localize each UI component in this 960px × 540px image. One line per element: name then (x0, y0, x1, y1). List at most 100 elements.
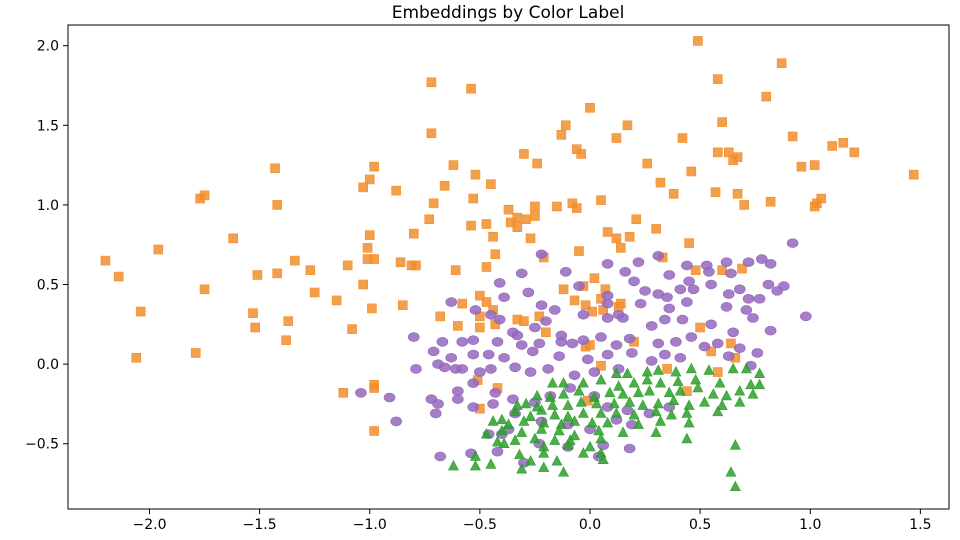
data-point (509, 405, 521, 417)
data-point (610, 407, 622, 418)
data-point (467, 349, 480, 360)
data-point (651, 223, 661, 234)
data-point (650, 405, 662, 417)
data-point (670, 337, 682, 347)
data-point (467, 335, 480, 346)
data-point (538, 461, 550, 472)
data-point (720, 302, 733, 312)
data-point (364, 230, 375, 240)
data-point (652, 397, 664, 409)
data-point (827, 141, 838, 151)
data-point (613, 380, 625, 391)
data-point (622, 120, 633, 131)
data-point (617, 388, 629, 399)
data-point (698, 341, 711, 352)
data-point (712, 74, 723, 84)
data-point (692, 381, 704, 393)
data-point (632, 257, 645, 268)
chart-title: Embeddings by Color Label (392, 3, 625, 23)
data-point (135, 306, 146, 317)
data-point (706, 346, 716, 357)
data-point (199, 284, 210, 295)
data-point (734, 385, 746, 396)
data-point (681, 432, 693, 444)
data-point (595, 332, 607, 342)
data-point (800, 311, 812, 322)
data-point (739, 200, 749, 210)
data-point (714, 377, 726, 388)
data-point (742, 257, 755, 268)
data-point (663, 386, 675, 398)
data-point (601, 290, 614, 301)
data-point (153, 244, 164, 255)
data-point (397, 300, 408, 311)
data-point (355, 387, 367, 398)
data-point (588, 367, 601, 377)
data-point (601, 259, 614, 269)
data-point (695, 322, 705, 333)
data-point (536, 404, 548, 415)
data-point (690, 265, 701, 275)
data-point (480, 428, 492, 439)
data-point (728, 155, 738, 166)
data-point (574, 246, 584, 256)
data-point (816, 193, 827, 204)
data-point (727, 362, 739, 374)
data-point (199, 190, 210, 201)
data-point (737, 263, 747, 274)
series-triangle (447, 362, 766, 492)
data-point (577, 335, 590, 346)
data-point (485, 309, 497, 320)
data-point (786, 238, 799, 248)
data-point (515, 340, 528, 350)
data-point (838, 138, 849, 148)
data-point (519, 316, 529, 326)
data-point (411, 260, 421, 271)
data-point (601, 298, 614, 309)
data-point (430, 408, 442, 419)
data-point (503, 204, 514, 215)
data-point (764, 259, 777, 269)
data-point (529, 432, 541, 444)
data-point (493, 314, 506, 325)
data-point (548, 305, 561, 315)
data-point (787, 131, 798, 142)
data-point (487, 415, 499, 426)
data-point (729, 480, 741, 492)
data-point (467, 378, 480, 389)
data-point (617, 426, 629, 437)
data-point (580, 300, 591, 311)
data-point (566, 338, 579, 349)
data-point (595, 432, 607, 444)
data-point (496, 413, 508, 425)
data-point (726, 338, 736, 349)
data-point (655, 177, 666, 188)
data-point (491, 337, 504, 347)
series-circle (355, 238, 812, 468)
data-point (562, 399, 574, 410)
data-point (672, 375, 684, 386)
data-point (747, 388, 759, 399)
data-point (481, 297, 492, 307)
data-point (556, 130, 567, 140)
data-point (475, 322, 485, 333)
data-point (281, 335, 291, 346)
data-point (538, 447, 550, 458)
data-point (558, 377, 570, 388)
data-point (585, 102, 595, 113)
data-point (488, 231, 498, 242)
data-point (541, 327, 551, 338)
data-point (733, 284, 746, 295)
data-point (456, 364, 469, 374)
data-point (699, 396, 711, 407)
data-point (723, 147, 734, 158)
data-point (611, 133, 622, 143)
data-point (529, 322, 541, 333)
data-point (681, 297, 693, 307)
data-point (100, 255, 111, 266)
data-point (547, 399, 559, 410)
data-point (390, 416, 402, 427)
data-point (305, 265, 316, 275)
data-point (593, 424, 605, 436)
data-point (681, 260, 693, 271)
